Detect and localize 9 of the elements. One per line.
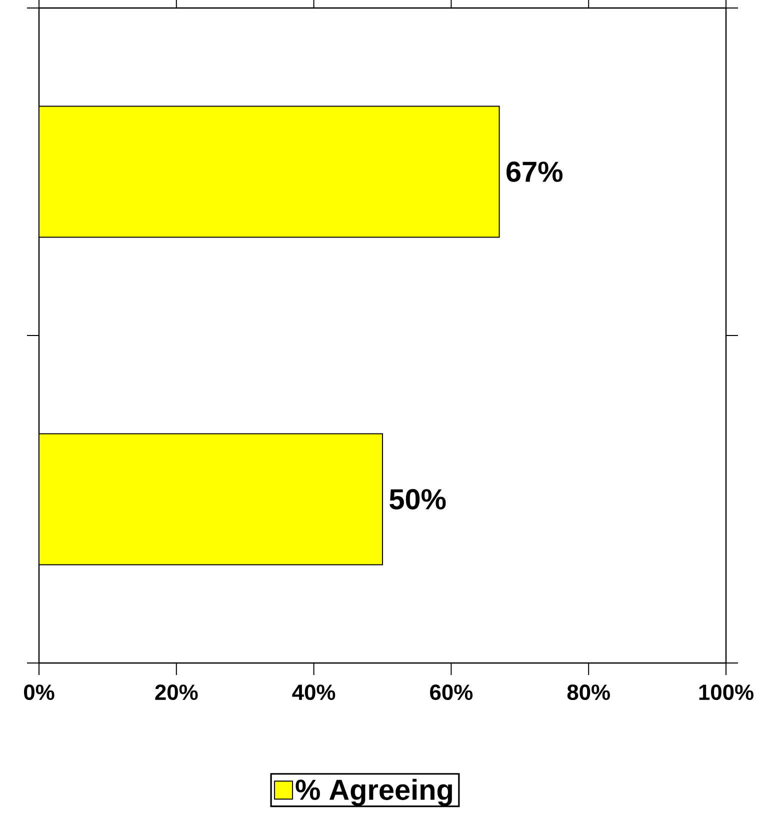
text: 67% [506, 162, 563, 182]
x-tick-label: 0% [24, 684, 54, 700]
x-tick-label: 100% [699, 684, 754, 700]
x-tick-label: 80% [567, 684, 610, 700]
legend-label: % Agreeing [296, 778, 452, 806]
x-tick-label: 60% [430, 684, 473, 700]
text: 50% [390, 489, 446, 510]
x-tick-label: 40% [292, 684, 336, 700]
x-tick-label: 20% [155, 684, 198, 700]
